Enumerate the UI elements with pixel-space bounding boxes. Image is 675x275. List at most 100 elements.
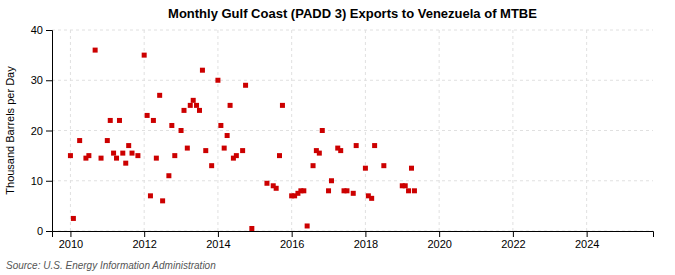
point <box>406 188 411 193</box>
grid <box>52 30 653 231</box>
x-tick-mark <box>292 231 293 237</box>
point <box>372 143 377 148</box>
point <box>338 148 343 153</box>
y-grid-line <box>52 80 653 81</box>
point <box>351 191 356 196</box>
point <box>344 188 349 193</box>
point <box>228 103 233 108</box>
x-axis-line <box>53 232 654 238</box>
y-tick-mark <box>46 181 52 182</box>
x-tick-mark <box>513 231 514 237</box>
x-grid-line <box>217 30 218 231</box>
point <box>280 103 285 108</box>
point <box>169 123 174 128</box>
point <box>329 178 334 183</box>
y-grid-line <box>52 130 653 131</box>
point <box>99 156 104 161</box>
point <box>218 123 223 128</box>
y-grid-line <box>52 30 653 31</box>
y-tick: 0 <box>37 225 52 237</box>
x-tick-label: 2012 <box>132 238 156 250</box>
point <box>86 153 91 158</box>
point <box>311 163 316 168</box>
point <box>130 151 135 156</box>
point <box>249 226 254 231</box>
source-note: Source: U.S. Energy Information Administ… <box>6 260 216 271</box>
point <box>135 153 140 158</box>
x-grid-line <box>512 30 513 231</box>
point <box>369 196 374 201</box>
point <box>317 151 322 156</box>
point <box>222 146 227 151</box>
point <box>185 146 190 151</box>
x-tick-label: 2014 <box>206 238 230 250</box>
point <box>117 118 122 123</box>
x-tick-mark <box>365 231 366 237</box>
point <box>179 128 184 133</box>
point <box>409 166 414 171</box>
y-tick: 30 <box>31 74 52 86</box>
point <box>305 223 310 228</box>
point <box>160 198 165 203</box>
point <box>157 93 162 98</box>
point <box>412 188 417 193</box>
point <box>114 156 119 161</box>
y-tick: 40 <box>31 24 52 36</box>
y-tick-mark <box>46 231 52 232</box>
point <box>145 113 150 118</box>
point <box>166 173 171 178</box>
x-tick-label: 2018 <box>354 238 378 250</box>
point <box>191 98 196 103</box>
y-tick-label: 30 <box>31 74 43 86</box>
point <box>188 103 193 108</box>
point <box>181 108 186 113</box>
y-tick-mark <box>46 80 52 81</box>
point <box>123 161 128 166</box>
x-axis: 20102012201420162018202020222024 <box>53 231 654 250</box>
point <box>172 153 177 158</box>
x-tick-label: 2010 <box>59 238 83 250</box>
y-tick-label: 40 <box>31 24 43 36</box>
point <box>403 183 408 188</box>
point <box>277 153 282 158</box>
y-grid-line <box>52 180 653 181</box>
point <box>363 166 368 171</box>
x-tick-mark <box>144 231 145 237</box>
x-tick: 2018 <box>354 231 378 250</box>
point <box>151 118 156 123</box>
point <box>215 78 220 83</box>
point <box>148 193 153 198</box>
point <box>111 151 116 156</box>
point <box>203 148 208 153</box>
point <box>243 83 248 88</box>
y-axis-title: Thousand Barrels per Day <box>4 66 16 195</box>
point <box>108 118 113 123</box>
y-tick: 10 <box>31 175 52 187</box>
point <box>77 138 82 143</box>
y-tick-mark <box>46 30 52 31</box>
y-tick-mark <box>46 131 52 132</box>
x-tick-label: 2020 <box>427 238 451 250</box>
point <box>234 153 239 158</box>
point <box>126 143 131 148</box>
y-tick-label: 10 <box>31 175 43 187</box>
y-tick-label: 20 <box>31 125 43 137</box>
point <box>274 186 279 191</box>
point <box>68 153 73 158</box>
chart: 2010201220142016201820202022202401020304… <box>0 0 675 275</box>
point <box>381 163 386 168</box>
point <box>93 48 98 53</box>
x-tick: 2010 <box>59 231 83 250</box>
point <box>154 156 159 161</box>
point <box>264 181 269 186</box>
x-tick: 2014 <box>206 231 230 250</box>
point <box>71 216 76 221</box>
x-tick: 2012 <box>132 231 156 250</box>
x-tick-label: 2016 <box>280 238 304 250</box>
point <box>142 53 147 58</box>
x-tick: 2024 <box>575 231 599 250</box>
point <box>225 133 230 138</box>
point <box>320 128 325 133</box>
y-axis-line <box>46 31 53 232</box>
x-tick-mark <box>70 231 71 237</box>
